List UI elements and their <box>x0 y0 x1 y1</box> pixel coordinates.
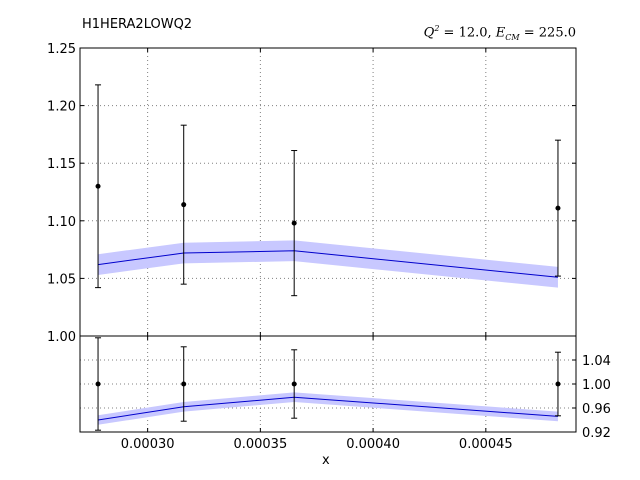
uncertainty-band <box>98 240 558 288</box>
y-tick-label: 1.04 <box>582 354 611 369</box>
y-tick-label: 1.00 <box>582 378 611 393</box>
x-tick-label: 0.00035 <box>233 437 287 452</box>
x-tick-label: 0.00045 <box>459 437 513 452</box>
data-point <box>181 381 187 387</box>
main-panel: 1.00 1.05 1.10 1.15 1.20 1.25 <box>47 42 577 345</box>
ratio-panel: 0.92 0.96 1.00 1.04 0.00030 0.00035 0.00040 0.0… <box>79 335 611 452</box>
x-tick-label: 0.00040 <box>346 437 400 452</box>
y-tick-label: 1.10 <box>47 215 76 230</box>
data-point <box>555 381 561 387</box>
y-tick-label: 0.96 <box>582 402 611 417</box>
y-tick-label: 1.05 <box>47 272 76 287</box>
data-point <box>555 205 561 211</box>
prediction-line <box>97 250 559 278</box>
x-tick-label: 0.00030 <box>121 437 175 452</box>
ecm-subscript: CM <box>505 32 520 42</box>
uncertainty-band <box>98 392 558 425</box>
axes-frame <box>79 47 577 337</box>
x-axis-label: x <box>322 453 330 468</box>
data-point <box>95 381 101 387</box>
y-tick-label: 1.15 <box>47 157 76 172</box>
ecm-value: = 225.0 <box>523 25 576 41</box>
kinematics-label: Q2 = 12.0, ECM = 225.0 <box>424 24 576 42</box>
prediction-line <box>97 396 558 421</box>
q2-exponent: 2 <box>434 24 440 33</box>
y-tick-label: 0.92 <box>582 426 611 441</box>
y-tick-label: 1.20 <box>47 100 76 115</box>
q2-value: = 12.0, <box>443 25 492 41</box>
ecm-symbol: E <box>495 25 506 41</box>
plot-title: H1HERA2LOWQ2 <box>82 17 193 32</box>
data-point <box>291 220 297 226</box>
data-point <box>291 381 297 387</box>
q2-symbol: Q <box>423 25 435 41</box>
data-point <box>95 183 101 189</box>
y-tick-label: 1.25 <box>47 42 76 57</box>
y-tick-label: 1.00 <box>47 330 76 345</box>
data-point <box>181 202 187 208</box>
